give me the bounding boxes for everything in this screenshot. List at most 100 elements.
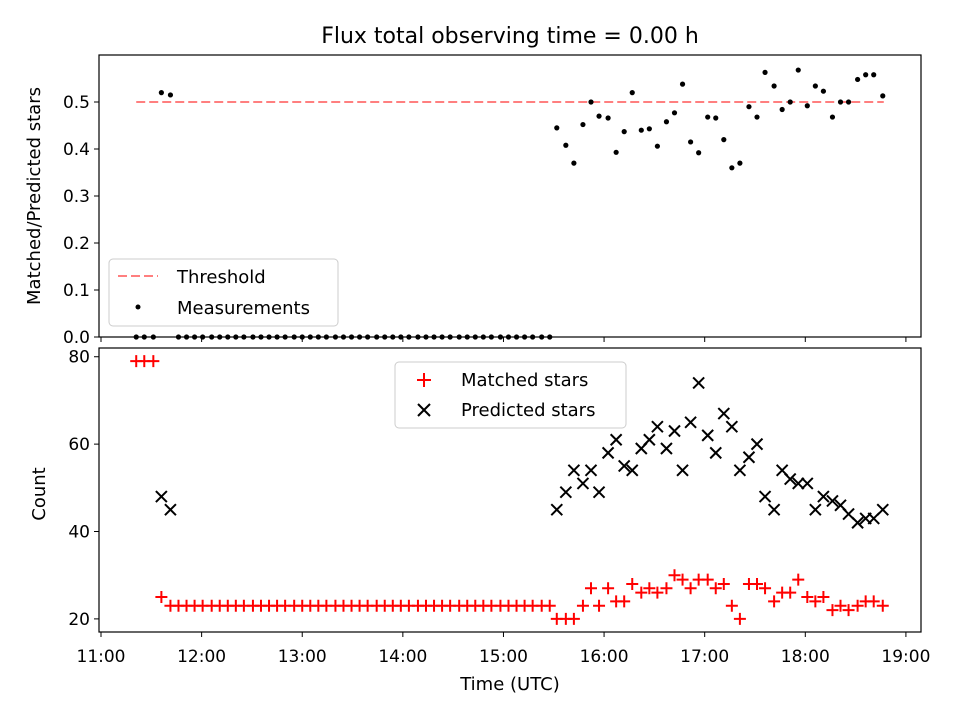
predicted-star-point (709, 446, 722, 460)
count-x-tick-label: 17:00 (680, 647, 729, 667)
measurement-point (571, 160, 577, 166)
measurement-point (829, 114, 836, 120)
count-y-ticks: 20 40 60 80 (68, 348, 99, 630)
predicted-legend-swatch (417, 403, 431, 417)
count-x-tick-label: 18:00 (781, 647, 830, 667)
measurement-points (133, 67, 886, 340)
count-x-tick-label: 13:00 (278, 647, 327, 667)
matched-star-point (751, 577, 764, 590)
predicted-star-point (733, 464, 747, 477)
measurements-legend-swatch (135, 304, 141, 310)
measurement-point (167, 92, 174, 98)
measurement-point (605, 115, 611, 121)
count-y-tick-label: 60 (68, 435, 90, 455)
ratio-y-tick-label: 0.5 (63, 93, 90, 113)
measurement-point (629, 90, 635, 96)
measurement-point (588, 99, 594, 105)
predicted-legend-label: Predicted stars (461, 400, 595, 421)
predicted-star-point (758, 490, 772, 503)
matched-legend-label: Matched stars (461, 370, 588, 391)
count-legend-box (394, 361, 627, 429)
measurement-point (696, 150, 702, 156)
matched-star-point (676, 573, 689, 586)
predicted-star-point (750, 437, 764, 451)
threshold-legend-label: Threshold (176, 267, 266, 288)
matched-star-point (876, 599, 889, 612)
predicted-star-point (742, 451, 756, 464)
ratio-y-tick-label: 0.3 (63, 187, 90, 207)
predicted-star-point (801, 477, 814, 490)
measurement-point (580, 121, 586, 128)
ratio-legend-box (108, 258, 339, 327)
matched-star-point (768, 595, 781, 608)
predicted-star-point (550, 503, 563, 516)
matched-star-point (147, 355, 160, 368)
matched-star-point (635, 586, 648, 599)
matched-star-point (684, 582, 697, 595)
measurement-point (762, 69, 768, 75)
count-x-tick-label: 19:00 (881, 647, 930, 667)
measurements-legend-label: Measurements (177, 298, 310, 319)
predicted-star-point (155, 490, 168, 503)
predicted-star-point (164, 503, 177, 516)
ratio-x-ticks (100, 337, 907, 342)
predicted-star-point (592, 485, 606, 499)
matched-star-point (792, 573, 805, 586)
matched-star-point (701, 573, 714, 586)
count-x-ticks: 11:00 12:00 13:00 14:00 15:00 16:00 17:00 18:00… (77, 632, 930, 667)
matched-star-point (543, 599, 556, 612)
measurement-point (779, 106, 785, 113)
predicted-star-point (717, 407, 731, 420)
measurement-point (880, 93, 886, 99)
measurement-point (863, 72, 869, 78)
measurement-point (746, 104, 752, 110)
count-x-tick-label: 15:00 (479, 647, 528, 667)
matched-star-point (660, 582, 673, 595)
measurement-point (705, 114, 711, 120)
matched-star-point (834, 599, 847, 612)
predicted-star-point (692, 376, 705, 390)
measurement-point (804, 103, 810, 109)
measurement-point (646, 126, 652, 132)
predicted-star-point (817, 490, 830, 503)
measurement-point (563, 142, 569, 148)
count-y-tick-label: 20 (68, 610, 90, 630)
predicted-star-point (567, 464, 581, 477)
matched-star-point (584, 582, 597, 595)
matched-star-point (851, 599, 864, 612)
ratio-y-tick-label: 0.0 (63, 328, 90, 348)
measurement-point (845, 99, 852, 105)
ratio-legend: Threshold Measurements (108, 258, 339, 327)
matched-star-point (725, 599, 738, 612)
matched-stars-points (130, 355, 889, 625)
matched-star-point (784, 586, 797, 599)
x-axis-label: Time (UTC) (459, 674, 560, 695)
ratio-y-ticks: 0.0 0.1 0.2 0.3 0.4 0.5 (63, 93, 99, 348)
matched-star-point (801, 591, 814, 604)
matched-star-point (826, 604, 839, 617)
measurement-point (158, 90, 164, 96)
predicted-star-point (809, 503, 822, 516)
figure-title: Flux total observing time = 0.00 h (321, 24, 699, 49)
measurement-point (721, 137, 727, 143)
predicted-star-point (660, 442, 673, 455)
predicted-star-point (601, 446, 615, 460)
count-x-tick-label: 14:00 (378, 647, 427, 667)
predicted-stars-points (155, 376, 889, 529)
matched-star-point (759, 582, 772, 595)
ratio-y-tick-label: 0.4 (63, 140, 90, 160)
count-x-tick-label: 11:00 (77, 647, 126, 667)
measurement-point (820, 88, 827, 94)
predicted-star-point (643, 433, 656, 446)
predicted-star-point (584, 464, 598, 477)
measurement-point (687, 139, 694, 145)
measurement-point (771, 83, 777, 89)
measurement-point (871, 72, 877, 78)
measurement-point (787, 99, 793, 105)
predicted-star-point (876, 503, 889, 516)
predicted-star-point (725, 420, 739, 433)
measurement-point (713, 115, 719, 121)
matched-star-point (618, 595, 631, 608)
